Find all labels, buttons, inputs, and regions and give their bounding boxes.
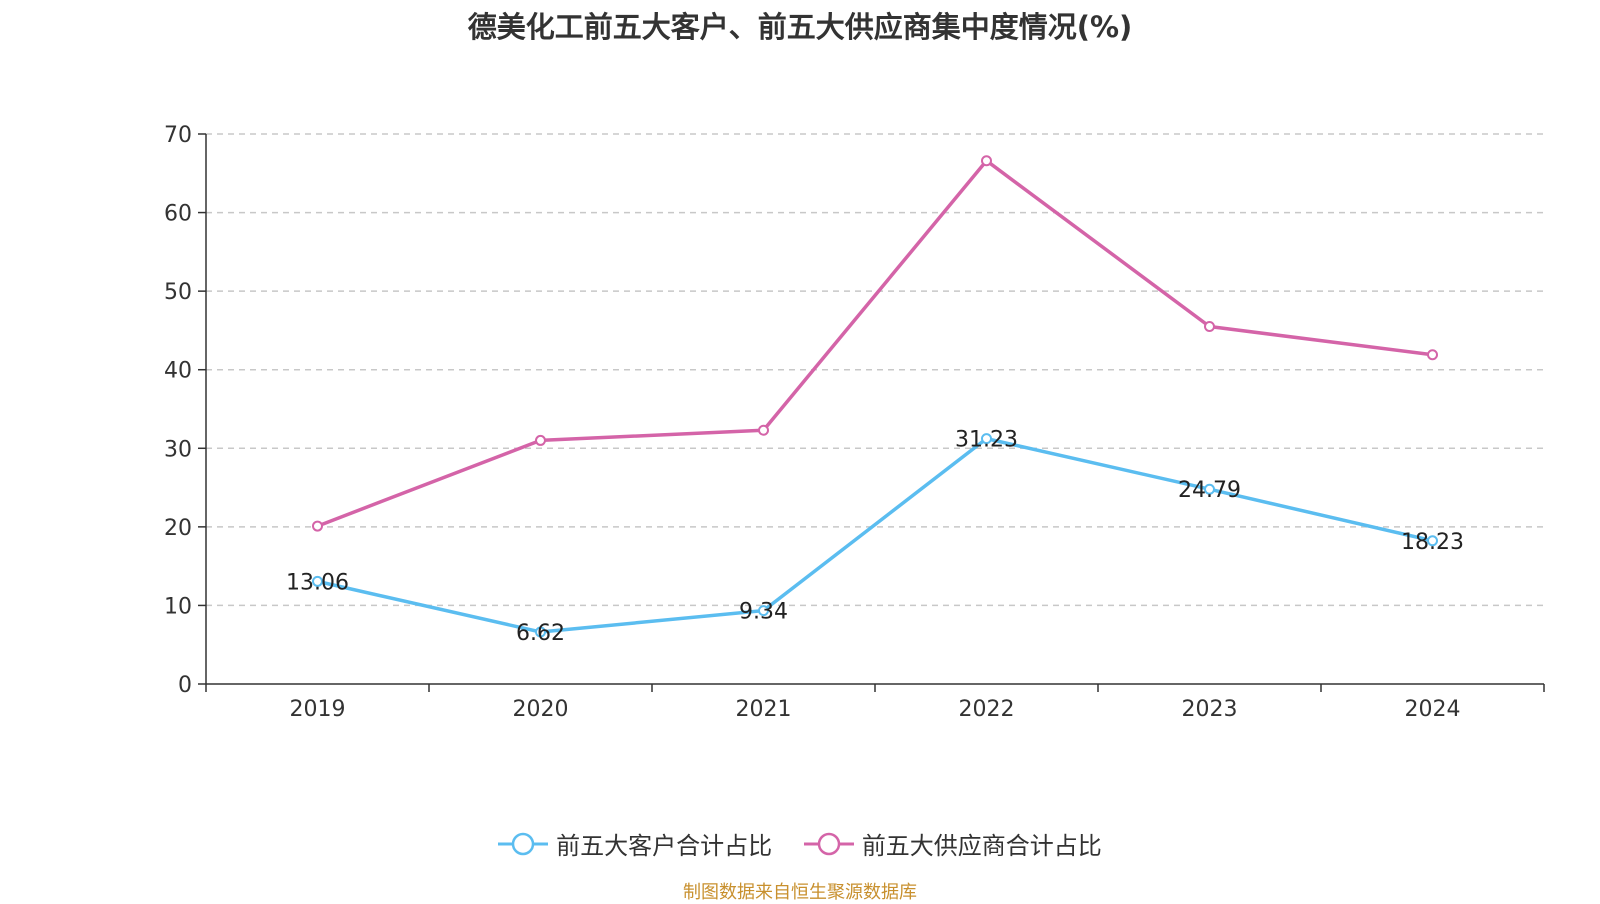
data-point	[981, 433, 992, 445]
data-point	[1204, 483, 1215, 495]
y-tick-label: 20	[164, 516, 192, 541]
chart-title: 德美化工前五大客户、前五大供应商集中度情况(%)	[467, 10, 1133, 44]
data-point	[1204, 321, 1215, 332]
legend-swatch-customers	[498, 832, 549, 855]
data-point	[758, 605, 769, 617]
legend-item-customers[interactable]: 前五大客户合计占比	[498, 826, 772, 861]
data-label: 9.34	[739, 600, 788, 625]
data-label: 6.62	[516, 621, 565, 646]
series-line-0	[317, 436, 1433, 634]
data-point	[535, 626, 546, 638]
data-label: 24.79	[1178, 478, 1241, 503]
data-label: 13.06	[286, 570, 349, 595]
legend-swatch-suppliers	[803, 832, 854, 855]
x-tick-label: 2021	[736, 697, 792, 722]
y-tick-label: 50	[164, 280, 192, 305]
series-line-1	[316, 158, 1433, 528]
data-label: 31.23	[955, 428, 1018, 453]
data-point	[312, 575, 323, 587]
y-tick-label: 70	[164, 123, 192, 148]
data-label: 18.23	[1401, 530, 1464, 555]
y-tick-label: 60	[164, 202, 192, 227]
y-tick-label: 30	[164, 437, 192, 462]
axes: 0 10 20 30 40 50 60 70 2019 2020 2021 2022 2023 2024	[164, 123, 1545, 722]
data-point	[535, 434, 546, 446]
y-tick-label: 0	[178, 673, 192, 698]
data-point	[312, 520, 323, 532]
x-tick-label: 2023	[1182, 697, 1238, 722]
data-point	[981, 155, 992, 167]
x-tick-label: 2019	[290, 697, 346, 722]
x-tick-label: 2022	[959, 697, 1015, 722]
data-point	[1427, 535, 1438, 547]
series-lines	[312, 155, 1438, 638]
grid-lines	[206, 133, 1544, 607]
x-tick-label: 2020	[513, 697, 569, 722]
y-tick-label: 40	[164, 359, 192, 384]
legend-label-customers: 前五大客户合计占比	[556, 832, 773, 860]
legend-marker-customers	[511, 832, 535, 855]
x-tick-label: 2024	[1405, 697, 1461, 722]
data-labels: 13.06 6.62 9.34 31.23 24.79 18.23	[286, 428, 1464, 646]
data-point	[1427, 349, 1438, 361]
data-point	[758, 424, 769, 436]
y-tick-label: 10	[164, 594, 192, 619]
legend-item-suppliers[interactable]: 前五大供应商合计占比	[803, 826, 1102, 861]
source-note: 制图数据来自恒生聚源数据库	[683, 882, 917, 903]
legend: 前五大客户合计占比 前五大供应商合计占比	[0, 826, 1600, 861]
legend-marker-suppliers	[817, 832, 841, 855]
legend-label-suppliers: 前五大供应商合计占比	[861, 832, 1102, 860]
